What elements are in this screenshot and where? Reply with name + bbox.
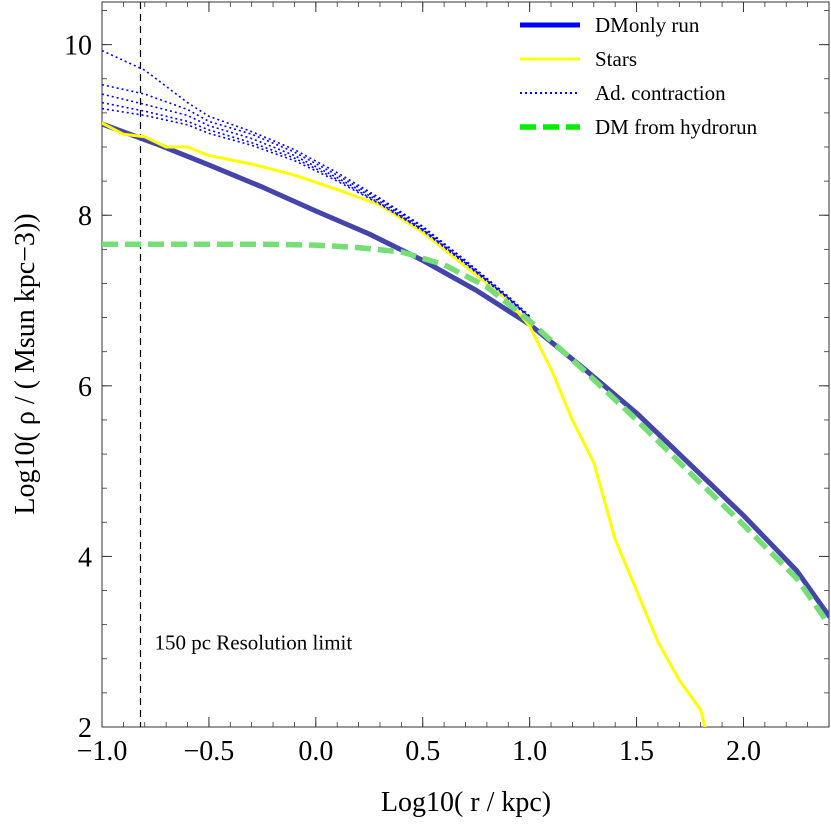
series-line-stars: [102, 121, 707, 727]
y-tick-label: 6: [78, 372, 92, 403]
x-axis-label: Log10( r / kpc): [381, 787, 551, 818]
legend-label: DM from hydrorun: [595, 115, 758, 139]
axis-ticks: [101, 2, 830, 728]
y-tick-label: 2: [78, 713, 92, 744]
x-tick-label: −1.0: [77, 736, 128, 767]
legend: DMonly run Stars Ad. contraction DM from hy…: [520, 13, 758, 139]
series-line-ad-contraction-3: [102, 83, 531, 318]
x-tick-label: 1.5: [619, 736, 654, 767]
y-axis-label: Log10( ρ / ( Msun kpc−3)): [10, 213, 41, 514]
series-layer: [102, 49, 829, 727]
series-line-ad-contraction-5: [102, 101, 531, 319]
x-tick-label: 1.0: [512, 736, 547, 767]
legend-label: DMonly run: [595, 13, 700, 37]
x-tick-label: 0.5: [405, 736, 440, 767]
series-line-dmonly-run: [102, 121, 829, 619]
x-tick-label: 0.0: [298, 736, 333, 767]
series-line-dm-from-hydrorun: [102, 241, 829, 627]
annotation-resolution-limit: 150 pc Resolution limit: [154, 631, 352, 655]
tick-label-layer: −1.0 −0.5 0.0 0.5 1.0 1.5 2.0 2 4 6 8 10: [64, 31, 761, 767]
legend-label: Stars: [595, 47, 637, 71]
series-line-ad-contraction-4: [102, 93, 531, 319]
y-tick-label: 10: [64, 31, 92, 62]
y-tick-label: 4: [78, 542, 92, 573]
x-tick-label: −0.5: [184, 736, 235, 767]
x-tick-label: 2.0: [726, 736, 761, 767]
y-tick-label: 8: [78, 201, 92, 232]
plot-frame: [101, 1, 830, 728]
legend-label: Ad. contraction: [595, 81, 726, 105]
